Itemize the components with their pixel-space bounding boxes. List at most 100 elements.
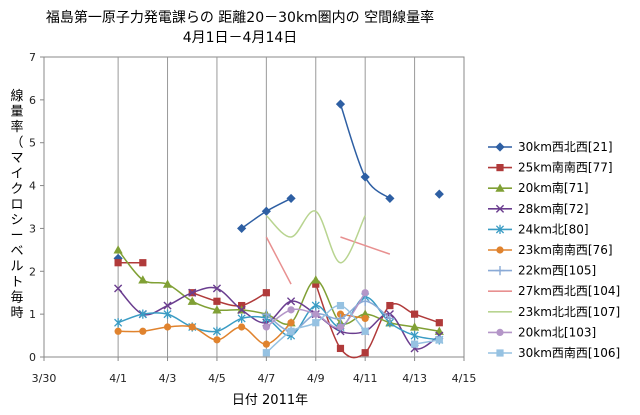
data-point bbox=[237, 305, 246, 314]
data-point bbox=[361, 289, 369, 297]
data-point bbox=[213, 297, 221, 305]
y-tick-label: 3 bbox=[29, 222, 36, 235]
data-point bbox=[262, 323, 270, 331]
data-point bbox=[262, 289, 270, 297]
data-point bbox=[360, 172, 370, 182]
x-tick-label: 4/13 bbox=[402, 372, 427, 385]
x-tick-label: 4/5 bbox=[208, 372, 226, 385]
data-point bbox=[287, 306, 295, 314]
legend-marker bbox=[496, 328, 504, 336]
series-group bbox=[113, 99, 444, 359]
series-10 bbox=[262, 301, 443, 357]
data-point bbox=[312, 310, 320, 318]
data-point bbox=[361, 349, 369, 357]
data-point bbox=[286, 193, 296, 204]
legend-item: 22km西[105] bbox=[488, 264, 596, 278]
legend-label: 22km西[105] bbox=[518, 264, 596, 278]
data-point bbox=[336, 323, 345, 331]
data-point bbox=[361, 314, 369, 323]
legend-marker bbox=[495, 183, 505, 192]
legend-marker bbox=[495, 204, 505, 213]
data-point bbox=[114, 259, 122, 267]
data-point bbox=[139, 327, 147, 335]
series-0 bbox=[113, 99, 444, 264]
legend-label: 27km西北西[104] bbox=[518, 284, 620, 298]
data-point bbox=[114, 284, 123, 293]
legend-item: 30km西北西[21] bbox=[488, 140, 613, 154]
legend-marker bbox=[496, 164, 504, 172]
legend-item: 20km北[103] bbox=[488, 325, 596, 339]
data-point bbox=[435, 336, 443, 344]
legend-label: 23km南南西[76] bbox=[518, 242, 613, 257]
y-tick-label: 6 bbox=[29, 94, 36, 107]
data-point bbox=[188, 323, 196, 331]
y-axis-label: 線量率（マイクロシーベルト毎時 bbox=[10, 88, 23, 321]
data-point bbox=[261, 309, 271, 319]
data-point bbox=[113, 253, 123, 264]
legend-marker bbox=[496, 246, 504, 254]
data-point bbox=[262, 349, 270, 357]
data-point bbox=[114, 318, 123, 328]
data-point bbox=[213, 336, 221, 344]
legend-item: 23km南南西[76] bbox=[488, 242, 613, 257]
legend-item: 30km西南西[106] bbox=[488, 345, 620, 360]
legend-item: 24km北[80] bbox=[488, 222, 589, 236]
data-point bbox=[386, 301, 394, 310]
data-point bbox=[287, 319, 295, 327]
data-point bbox=[138, 309, 147, 319]
series-line bbox=[265, 236, 292, 285]
legend-marker bbox=[495, 266, 505, 276]
data-point bbox=[335, 99, 346, 109]
series-8 bbox=[265, 210, 366, 264]
y-axis-ticks: 0 1 2 3 4 5 6 7 bbox=[29, 51, 44, 364]
x-tick-label: 4/15 bbox=[452, 372, 477, 385]
data-point bbox=[435, 319, 443, 327]
legend-item: 20km南[71] bbox=[488, 180, 589, 195]
y-tick-label: 0 bbox=[29, 351, 36, 364]
data-point bbox=[212, 305, 222, 314]
legend: 30km西北西[21] 25km南南西[77] 20km南[71] 28km南[72]… bbox=[488, 140, 620, 360]
legend-label: 23km北北西[107] bbox=[518, 305, 620, 319]
x-axis-ticks: 3/30 4/1 4/3 4/5 4/7 4/9 4/11 4/13 4/15 bbox=[32, 357, 477, 385]
data-point bbox=[113, 245, 123, 254]
x-tick-label: 4/9 bbox=[307, 372, 325, 385]
data-point bbox=[238, 323, 246, 331]
legend-label: 30km西南西[106] bbox=[518, 345, 620, 360]
legend-item: 28km南[72] bbox=[488, 201, 589, 216]
y-tick-label: 1 bbox=[29, 308, 36, 321]
legend-label: 24km北[80] bbox=[518, 222, 589, 236]
data-point bbox=[212, 284, 222, 293]
gridlines bbox=[117, 57, 416, 357]
data-point bbox=[312, 319, 320, 327]
data-point bbox=[385, 313, 395, 324]
legend-item: 23km北北西[107] bbox=[488, 305, 620, 319]
series-line bbox=[265, 210, 366, 264]
series-line bbox=[340, 236, 391, 255]
data-point bbox=[410, 330, 419, 341]
data-point bbox=[336, 344, 345, 353]
data-point bbox=[138, 275, 148, 284]
x-tick-label: 3/30 bbox=[32, 372, 57, 385]
y-tick-label: 2 bbox=[29, 265, 36, 278]
data-point bbox=[287, 327, 295, 335]
data-point bbox=[212, 326, 222, 336]
data-point bbox=[237, 313, 246, 324]
data-point bbox=[361, 327, 369, 335]
data-point bbox=[336, 301, 345, 310]
data-point bbox=[312, 280, 320, 288]
x-tick-label: 4/1 bbox=[109, 372, 127, 385]
x-tick-label: 4/7 bbox=[258, 372, 276, 385]
y-axis-label-text: 線量率（マイクロシーベルト毎時 bbox=[10, 88, 23, 321]
data-point bbox=[261, 206, 271, 216]
data-point bbox=[163, 301, 172, 310]
data-point bbox=[335, 313, 346, 324]
legend-marker bbox=[495, 224, 505, 234]
legend-item: 25km南南西[77] bbox=[488, 160, 613, 175]
chart-title: 福島第一原子力発電課らの 距離20－30km圏内の 空間線量率 bbox=[46, 9, 434, 26]
data-point bbox=[163, 323, 172, 331]
data-point bbox=[188, 288, 197, 297]
chart-subtitle: 4月1日－4月14日 bbox=[183, 30, 298, 46]
data-point bbox=[187, 296, 197, 305]
data-point bbox=[262, 340, 270, 348]
